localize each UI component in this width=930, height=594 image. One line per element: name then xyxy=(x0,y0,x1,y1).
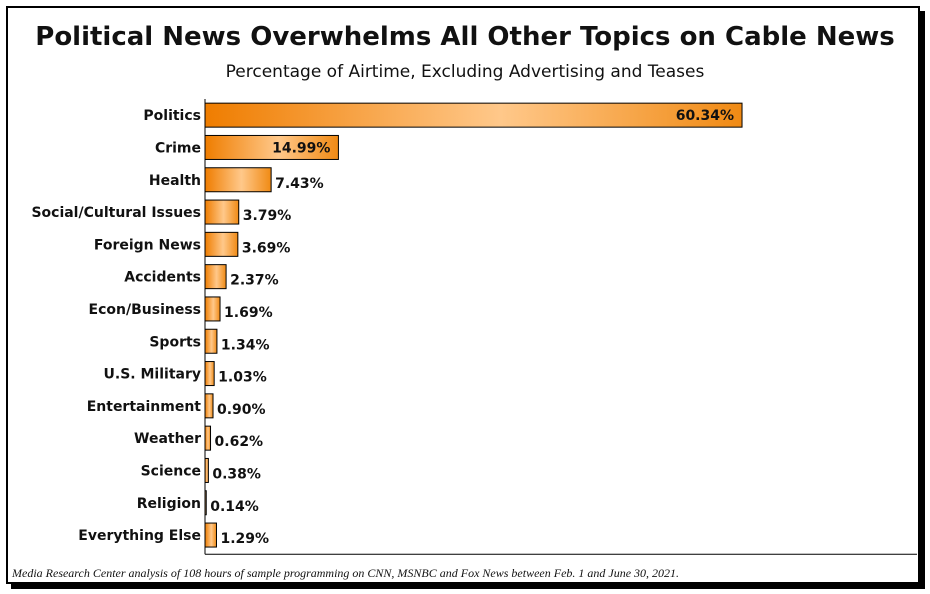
category-label: Politics xyxy=(143,108,201,124)
bar-crime xyxy=(204,134,339,160)
value-label: 0.62% xyxy=(215,434,264,450)
value-label: 0.90% xyxy=(217,402,266,418)
bar-social-cultural-issues xyxy=(204,199,240,225)
category-label: Foreign News xyxy=(94,237,201,253)
value-label: 1.03% xyxy=(218,370,267,386)
category-label: Weather xyxy=(134,431,201,447)
category-label: Entertainment xyxy=(87,399,202,415)
value-label: 7.43% xyxy=(275,176,324,192)
category-label: Religion xyxy=(137,496,201,512)
value-label: 0.14% xyxy=(210,499,259,515)
category-label: U.S. Military xyxy=(104,367,201,383)
bar-weather xyxy=(204,425,212,451)
category-label: Science xyxy=(141,463,201,479)
category-label: Social/Cultural Issues xyxy=(31,205,201,221)
value-label: 14.99% xyxy=(272,140,330,156)
value-label: 3.69% xyxy=(242,240,291,256)
bar-politics xyxy=(204,102,743,128)
chart-subtitle: Percentage of Airtime, Excluding Adverti… xyxy=(225,62,705,82)
value-label: 1.29% xyxy=(220,531,269,547)
bar-econ-business xyxy=(204,296,221,322)
category-label: Health xyxy=(149,173,201,189)
bar-everything-else xyxy=(204,522,217,548)
value-label: 60.34% xyxy=(676,108,734,124)
bar-entertainment xyxy=(204,393,214,419)
value-label: 3.79% xyxy=(243,208,292,224)
value-label: 0.38% xyxy=(212,466,261,482)
category-label: Accidents xyxy=(124,270,201,286)
chart-frame xyxy=(6,6,920,584)
category-label: Crime xyxy=(155,140,201,156)
bar-foreign-news xyxy=(204,231,239,257)
category-label: Sports xyxy=(149,334,201,350)
bar-health xyxy=(204,167,272,193)
source-footnote: Media Research Center analysis of 108 ho… xyxy=(12,566,680,580)
bar-accidents xyxy=(204,264,227,290)
bar-u-s-military xyxy=(204,361,215,387)
value-label: 2.37% xyxy=(230,273,279,289)
bar-science xyxy=(204,457,209,483)
value-label: 1.69% xyxy=(224,305,273,321)
category-label: Everything Else xyxy=(78,528,201,544)
bar-sports xyxy=(204,328,218,354)
category-label: Econ/Business xyxy=(89,302,201,318)
value-label: 1.34% xyxy=(221,337,270,353)
chart-title: Political News Overwhelms All Other Topi… xyxy=(35,22,895,52)
